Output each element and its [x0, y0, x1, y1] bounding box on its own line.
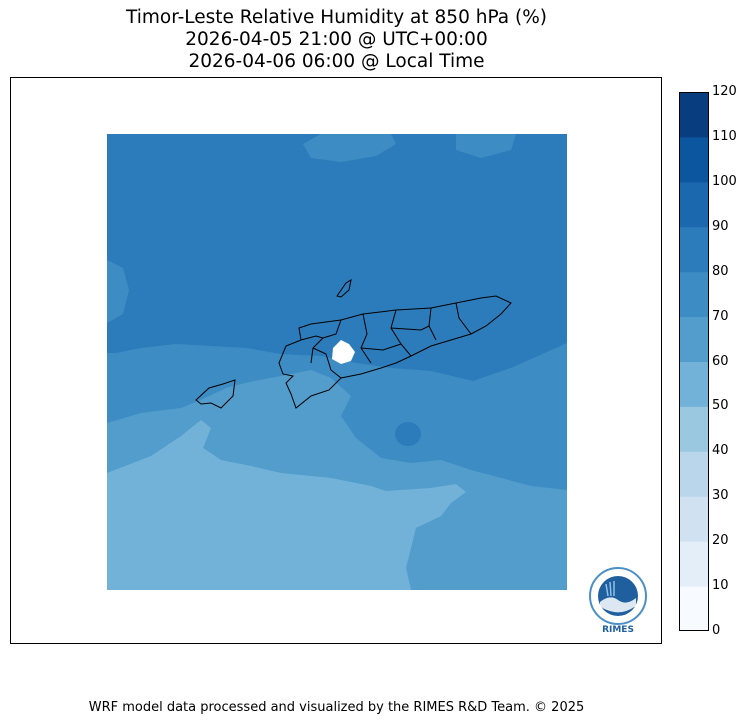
colorbar-tick-label: 110	[712, 128, 737, 144]
logo-text: RIMES	[602, 625, 634, 634]
colorbar-band	[679, 181, 709, 228]
colorbar-band	[679, 451, 709, 497]
colorbar-tick-label: 100	[712, 173, 737, 189]
footer-credit: WRF model data processed and visualized …	[88, 700, 585, 715]
colorbar-band	[679, 92, 709, 138]
colorbar-band	[679, 496, 709, 542]
contour-70-80-upper	[303, 134, 396, 162]
missing-data-patch	[332, 340, 355, 364]
colorbar-tick-label: 60	[712, 353, 729, 369]
colorbar-band	[679, 226, 709, 273]
map-frame	[10, 77, 662, 644]
contour-70-80-northeast	[456, 134, 516, 158]
colorbar-band	[679, 541, 709, 587]
colorbar-tick-label: 80	[712, 263, 729, 279]
contour-80-90-blob	[395, 422, 421, 446]
title-line-2: 2026-04-05 21:00 @ UTC+00:00	[185, 29, 488, 50]
chart-title: Timor-Leste Relative Humidity at 850 hPa…	[10, 7, 663, 73]
colorbar-tick-label: 20	[712, 533, 729, 549]
contour-80-90	[107, 134, 567, 381]
contour-50-60	[107, 420, 466, 590]
title-line-1: Timor-Leste Relative Humidity at 850 hPa…	[125, 7, 548, 28]
colorbar-tick-label: 90	[712, 218, 729, 234]
colorbar-tick-label: 40	[712, 443, 729, 459]
colorbar-tick-label: 0	[712, 623, 721, 638]
colorbar-band	[679, 316, 709, 362]
colorbar-outline	[679, 92, 709, 631]
colorbar	[679, 92, 709, 631]
colorbar-band	[679, 361, 709, 407]
colorbar-tick-label: 120	[712, 84, 737, 99]
colorbar-band	[679, 136, 709, 183]
colorbar-tick-label: 10	[712, 578, 729, 594]
rimes-logo: RIMES	[589, 567, 647, 634]
title-line-3: 2026-04-06 06:00 @ Local Time	[188, 51, 485, 72]
colorbar-tick-label: 70	[712, 308, 729, 324]
colorbar-band	[679, 271, 709, 318]
colorbar-tick-label: 30	[712, 488, 729, 504]
humidity-map	[107, 134, 567, 590]
admin-boundaries	[195, 278, 512, 409]
colorbar-tick-label: 50	[712, 398, 729, 414]
contour-80-90-small	[176, 242, 182, 256]
colorbar-band	[679, 586, 709, 631]
colorbar-band	[679, 406, 709, 452]
